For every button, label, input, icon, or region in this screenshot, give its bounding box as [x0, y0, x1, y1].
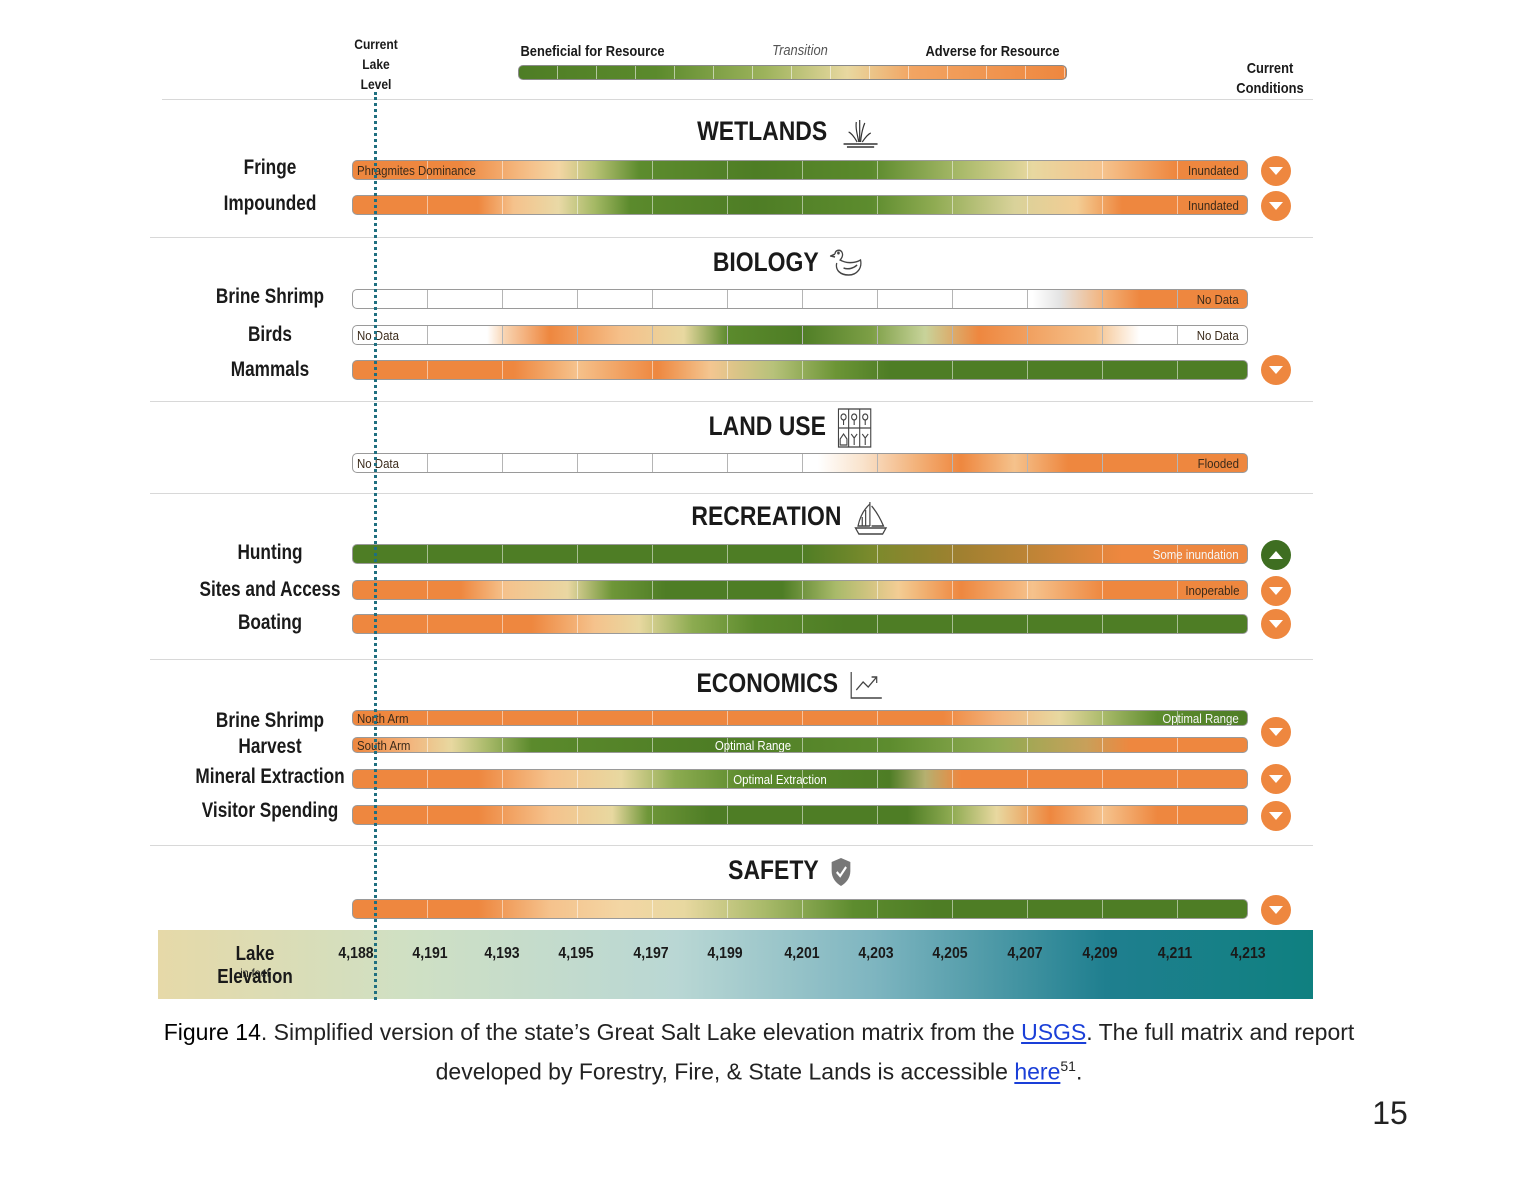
- section-title-economics: ECONOMICS: [119, 668, 1462, 700]
- row-label-brine-shrimp-harvest: Brine Shrimp Harvest: [215, 709, 325, 758]
- bar-label-flooded: Flooded: [1197, 455, 1239, 471]
- footnote-ref: 51: [1060, 1058, 1076, 1074]
- bar-label-no-data-left: No Data: [357, 327, 399, 343]
- current-lake-level-label: Current Lake Level: [354, 36, 398, 92]
- bar-label-no-data: No Data: [357, 455, 399, 471]
- duck-icon: [828, 249, 862, 276]
- lake-elevation-strip: [158, 930, 1313, 999]
- bar-label-south-arm: South Arm: [357, 737, 411, 753]
- condition-down-icon: [1261, 156, 1291, 186]
- condition-down-icon: [1261, 191, 1291, 221]
- elevation-tick: 4,211: [1157, 945, 1193, 962]
- bar-label-inundated: Inundated: [1188, 197, 1239, 213]
- elevation-tick: 4,195: [558, 945, 594, 962]
- elevation-tick: 4,213: [1230, 945, 1266, 962]
- current-lake-level-line: [374, 92, 377, 1000]
- row-label-fringe: Fringe: [243, 156, 297, 179]
- condition-down-icon: [1261, 895, 1291, 925]
- condition-down-icon: [1261, 764, 1291, 794]
- condition-up-icon: [1261, 540, 1291, 570]
- legend-adverse-label: Adverse for Resource: [925, 43, 1060, 60]
- row-label-mineral-extraction: Mineral Extraction: [195, 765, 345, 788]
- elevation-tick: 4,209: [1082, 945, 1118, 962]
- divider: [150, 659, 1313, 660]
- bar-visitor-spending: [352, 805, 1248, 825]
- bar-label-inundated: Inundated: [1188, 162, 1239, 178]
- row-label-mammals: Mammals: [230, 358, 310, 381]
- row-label-visitor-spending: Visitor Spending: [201, 799, 339, 822]
- bar-label-some-inundation: Some inundation: [1153, 546, 1239, 562]
- elevation-tick: 4,197: [633, 945, 669, 962]
- elevation-tick: 4,191: [412, 945, 448, 962]
- land-use-icon: [837, 408, 872, 448]
- elevation-tick: 4,203: [858, 945, 894, 962]
- bar-fringe: Phragmites Dominance Inundated: [352, 160, 1248, 180]
- divider: [150, 493, 1313, 494]
- figure-label: Figure 14: [163, 1019, 261, 1045]
- elevation-tick: 4,207: [1007, 945, 1043, 962]
- figure-caption: Figure 14. Simplified version of the sta…: [163, 1019, 1355, 1045]
- trend-chart-icon: [850, 671, 882, 699]
- legend-gradient-bar: [518, 65, 1067, 80]
- here-link[interactable]: here: [1014, 1058, 1061, 1085]
- condition-down-icon: [1261, 355, 1291, 385]
- elevation-tick: 4,201: [784, 945, 820, 962]
- bar-safety: [352, 899, 1248, 919]
- lake-elevation-unit: in feet: [240, 966, 270, 980]
- bar-sites-access: Inoperable: [352, 580, 1248, 600]
- row-label-sites-access: Sites and Access: [199, 578, 341, 601]
- shield-check-icon: [831, 857, 851, 886]
- bar-label-no-data-right: No Data: [1197, 327, 1239, 343]
- bar-north-arm: North Arm Optimal Range: [352, 710, 1248, 726]
- condition-down-icon: [1261, 801, 1291, 831]
- bar-label-optimal-extraction: Optimal Extraction: [733, 771, 827, 787]
- bar-mineral-extraction: Optimal Extraction: [352, 769, 1248, 789]
- bar-label-optimal-range-south: Optimal Range: [714, 737, 792, 753]
- legend-transition-label: Transition: [772, 42, 828, 59]
- sailboat-icon: [854, 502, 888, 535]
- row-label-brine-shrimp: Brine Shrimp: [215, 285, 325, 308]
- section-title-wetlands: WETLANDS: [119, 116, 1462, 148]
- reeds-icon: [843, 119, 878, 148]
- row-label-impounded: Impounded: [223, 192, 317, 215]
- bar-hunting: Some inundation: [352, 544, 1248, 564]
- elevation-tick: 4,199: [707, 945, 743, 962]
- bar-label-no-data: No Data: [1197, 291, 1239, 307]
- legend-beneficial-label: Beneficial for Resource: [520, 43, 665, 60]
- condition-down-icon: [1261, 576, 1291, 606]
- divider: [150, 401, 1313, 402]
- bar-label-optimal-range-north: Optimal Range: [1162, 710, 1239, 726]
- row-label-birds: Birds: [247, 323, 293, 346]
- usgs-link[interactable]: USGS: [1021, 1019, 1087, 1045]
- row-label-boating: Boating: [237, 611, 303, 634]
- bar-label-inoperable: Inoperable: [1184, 582, 1239, 598]
- section-title-safety: SAFETY: [119, 855, 1462, 887]
- bar-mammals: [352, 360, 1248, 380]
- divider: [150, 237, 1313, 238]
- bar-brine-shrimp: No Data: [352, 289, 1248, 309]
- condition-down-icon: [1261, 717, 1291, 747]
- divider: [162, 99, 1313, 100]
- bar-land-use: No Data Flooded: [352, 453, 1248, 473]
- divider: [150, 845, 1313, 846]
- elevation-tick: 4,188: [338, 945, 374, 962]
- bar-south-arm: South Arm Optimal Range: [352, 737, 1248, 753]
- condition-down-icon: [1261, 609, 1291, 639]
- row-label-hunting: Hunting: [237, 541, 303, 564]
- bar-label-north-arm: North Arm: [357, 710, 409, 726]
- section-title-recreation: RECREATION: [119, 500, 1462, 536]
- bar-birds: No Data No Data: [352, 325, 1248, 345]
- elevation-tick: 4,193: [484, 945, 520, 962]
- elevation-tick: 4,205: [932, 945, 968, 962]
- section-title-biology: BIOLOGY: [119, 247, 1462, 280]
- bar-label-phragmites: Phragmites Dominance: [357, 162, 476, 178]
- current-conditions-header: Current Conditions: [1236, 60, 1304, 97]
- section-title-land-use: LAND USE: [119, 408, 1462, 448]
- page-number: 15: [1372, 1095, 1408, 1131]
- figure-caption-line2: developed by Forestry, Fire, & State Lan…: [435, 1058, 1083, 1085]
- bar-impounded: Inundated: [352, 195, 1248, 215]
- bar-boating: [352, 614, 1248, 634]
- lake-elevation-label: Lake Elevation: [217, 943, 293, 988]
